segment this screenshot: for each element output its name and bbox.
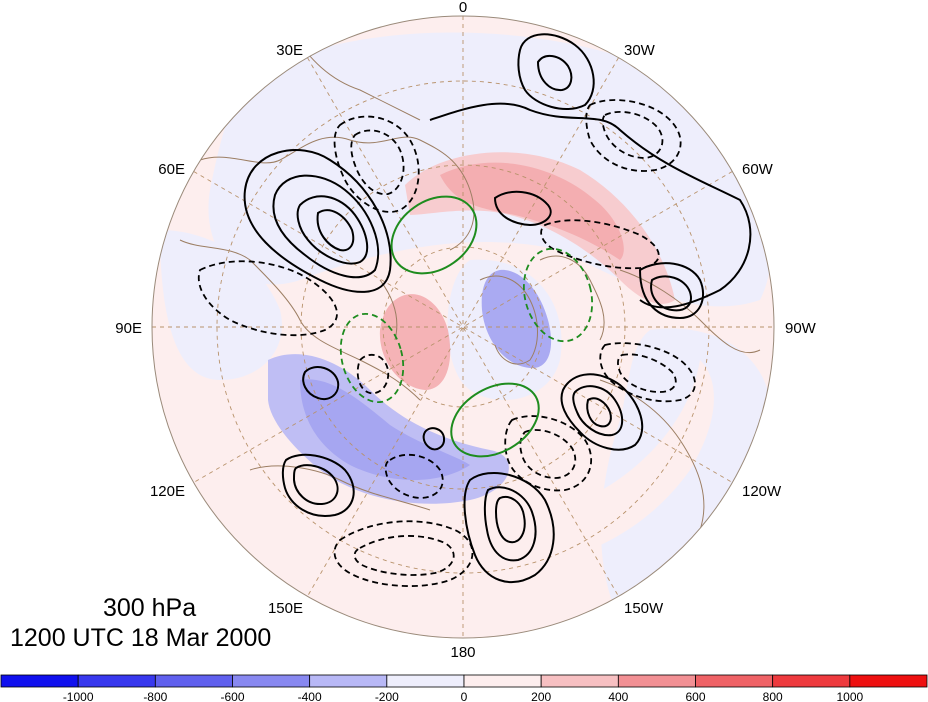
lon-label-90w: 90W [785,320,817,337]
lon-label-120e: 120E [150,483,185,500]
colorbar-label: 800 [763,690,783,702]
colorbar-box [617,674,696,688]
pressure-level-title: 300 hPa [103,594,197,622]
datetime-title: 1200 UTC 18 Mar 2000 [10,624,272,652]
positive-anomaly-center [379,294,451,390]
lon-label-180: 180 [450,644,475,661]
globe-outline [151,15,775,639]
polar-map: 0 30W 60W 90W 120W 150W 180 150E 120E 90… [115,0,817,661]
colorbar-boxes [0,674,928,688]
colorbar-box [77,674,156,688]
colorbar-label: 1000 [836,690,863,702]
faint-positive-band [200,360,714,571]
colorbar-box [309,674,388,688]
lon-label-60w: 60W [742,161,774,178]
colorbar-label: 400 [608,690,628,702]
negative-anomaly-core [300,379,470,480]
lon-label-30w: 30W [624,42,656,59]
lon-label-60e: 60E [158,161,185,178]
colorbar-label: -600 [220,690,244,702]
colorbar-label: 0 [461,690,468,702]
colorbar-label: 600 [685,690,705,702]
colorbar-box [695,674,774,688]
green-dashed-contours [339,247,594,404]
colorbar-box [386,674,465,688]
lon-label-0: 0 [459,0,467,16]
colorbar-box [463,674,542,688]
colorbar-box [154,674,233,688]
lon-label-150w: 150W [624,600,664,617]
colorbar-label: 200 [531,690,551,702]
positive-anomaly-core [440,162,624,260]
positive-contours [243,33,752,584]
negative-anomaly-center [481,269,552,369]
colorbar: -1000 -800 -600 -400 -200 0 200 400 600 800 1000 [0,674,928,702]
colorbar-label: -400 [298,690,322,702]
colorbar-labels: -1000 -800 -600 -400 -200 0 200 400 600 800 1000 [63,690,864,702]
faint-negative-region-west [160,230,282,380]
colorbar-box [232,674,311,688]
lon-label-90e: 90E [115,320,142,337]
colorbar-label: -800 [143,690,167,702]
colorbar-box [772,674,851,688]
colorbar-label: -200 [375,690,399,702]
colorbar-label: -1000 [63,690,94,702]
lon-label-150e: 150E [268,600,303,617]
green-contours [390,195,540,458]
colorbar-box [849,674,928,688]
colorbar-box [0,674,79,688]
colorbar-box [540,674,619,688]
lon-label-30e: 30E [276,42,303,59]
lon-label-120w: 120W [742,483,782,500]
